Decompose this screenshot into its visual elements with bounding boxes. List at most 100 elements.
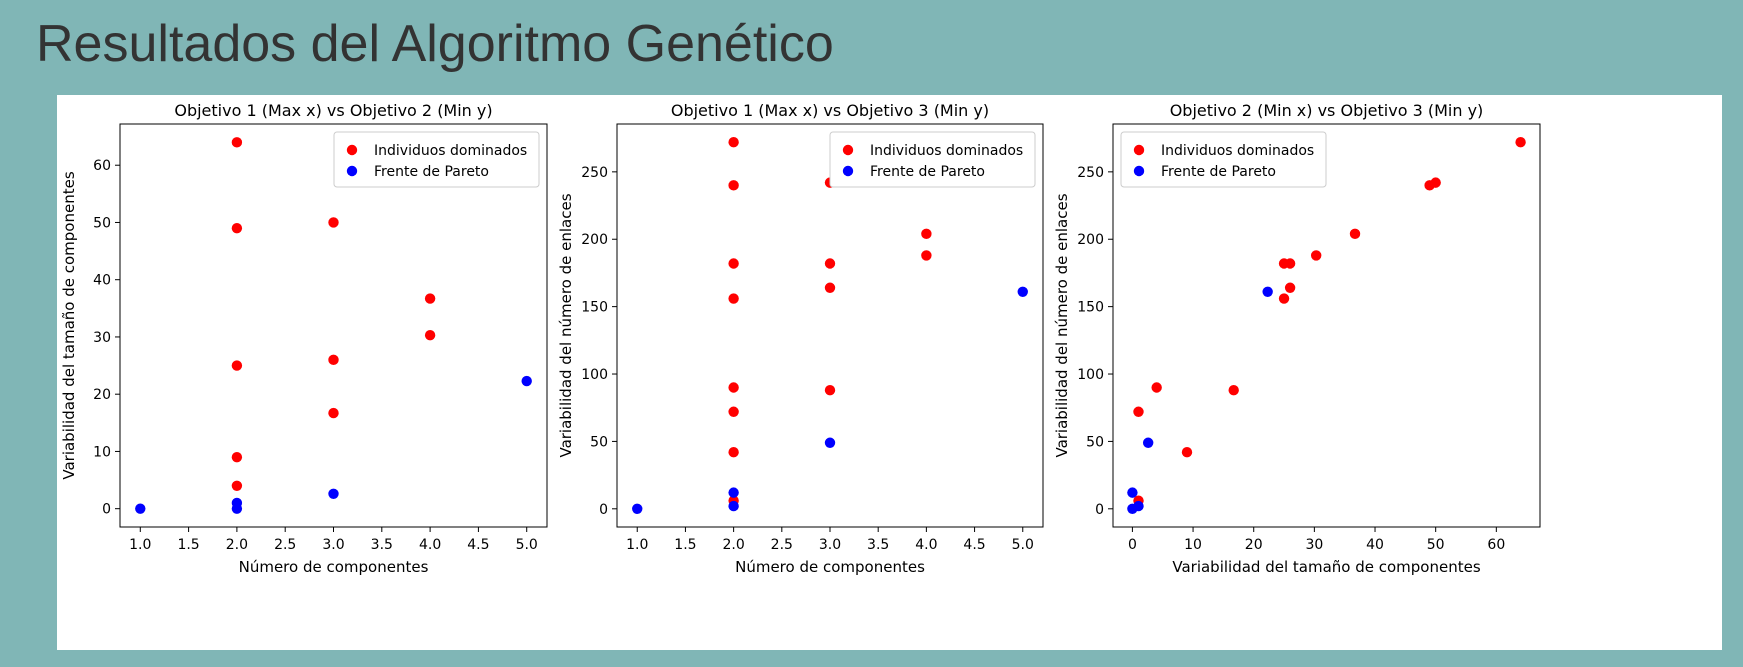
pareto-point	[1133, 500, 1144, 512]
axes-frame	[1112, 123, 1541, 528]
x-tick-label: 60	[1487, 537, 1505, 553]
y-tick-label: 100	[1077, 367, 1104, 383]
y-axis-label: Variabilidad del número de enlaces	[557, 193, 575, 457]
x-tick-label: 3.5	[371, 537, 393, 553]
y-tick-label: 50	[590, 434, 608, 450]
dominated-point	[1284, 258, 1296, 269]
y-tick-label: 50	[93, 215, 111, 231]
x-tick-label: 1.0	[626, 537, 648, 553]
x-axis-label: Número de componentes	[735, 558, 925, 576]
x-tick-label: 2.0	[722, 537, 744, 553]
chart-title: Objetivo 1 (Max x) vs Objetivo 3 (Min y)	[671, 101, 989, 120]
legend: Individuos dominados Frente de Pareto	[829, 131, 1036, 188]
x-tick-label: 2.5	[771, 537, 793, 553]
chart-title: Objetivo 1 (Max x) vs Objetivo 2 (Min y)	[174, 101, 492, 120]
dominated-point	[1430, 177, 1441, 188]
legend-label: Individuos dominados	[374, 143, 527, 159]
y-axis-label: Variabilidad del tamaño de componentes	[60, 171, 78, 479]
x-tick-label: 1.5	[674, 537, 696, 553]
pareto-point	[1262, 286, 1273, 298]
x-tick-label: 1.0	[129, 537, 151, 553]
x-axis-label: Variabilidad del tamaño de componentes	[1172, 558, 1480, 576]
dominated-point	[231, 451, 243, 463]
dominated-point	[1151, 382, 1162, 393]
dominated-point	[231, 137, 243, 148]
pareto-point	[1142, 437, 1154, 448]
dominated-point	[824, 282, 836, 293]
x-tick-label: 4.5	[467, 537, 489, 553]
x-tick-label: 3.0	[819, 537, 841, 553]
dominated-point	[728, 258, 739, 269]
legend-box	[1120, 131, 1327, 188]
x-tick-label: 50	[1427, 537, 1445, 553]
dominated-point	[1133, 406, 1144, 417]
dominated-point	[728, 136, 739, 148]
dominated-point	[1349, 228, 1361, 240]
y-tick-label: 250	[1077, 165, 1104, 181]
x-tick-label: 4.0	[915, 537, 937, 553]
y-tick-label: 200	[1077, 232, 1104, 248]
legend-marker-pareto	[842, 165, 854, 177]
figure: Objetivo 1 (Max x) vs Objetivo 2 (Min y)…	[57, 95, 1722, 650]
dominated-point	[728, 406, 739, 417]
dominated-point	[424, 293, 436, 304]
dominated-point	[728, 293, 739, 304]
legend-marker-pareto	[1133, 165, 1145, 177]
charts-svg: Objetivo 1 (Max x) vs Objetivo 2 (Min y)…	[60, 101, 1541, 576]
legend-marker-pareto	[346, 165, 358, 177]
x-axis-label: Número de componentes	[239, 558, 429, 576]
pareto-point	[824, 437, 836, 448]
legend-marker-dominated	[842, 144, 854, 156]
pareto-point	[521, 375, 532, 387]
pareto-point	[231, 503, 243, 514]
x-tick-label: 1.5	[177, 537, 199, 553]
dominated-point	[1181, 446, 1193, 458]
dominated-point	[1284, 282, 1296, 293]
dominated-point	[328, 354, 339, 366]
dominated-point	[1515, 136, 1526, 148]
y-tick-label: 0	[1095, 502, 1104, 518]
x-tick-label: 4.0	[419, 537, 441, 553]
dominated-point	[328, 217, 339, 228]
x-tick-label: 30	[1305, 537, 1323, 553]
chart-panel-1: Objetivo 1 (Max x) vs Objetivo 2 (Min y)…	[60, 101, 548, 576]
slide-title: Resultados del Algoritmo Genético	[36, 15, 834, 73]
y-tick-label: 50	[1086, 434, 1104, 450]
legend-label: Individuos dominados	[870, 143, 1023, 159]
x-tick-label: 5.0	[516, 537, 538, 553]
dominated-point	[824, 384, 836, 396]
dominated-point	[231, 480, 243, 491]
chart-panel-2: Objetivo 1 (Max x) vs Objetivo 3 (Min y)…	[557, 101, 1044, 576]
pareto-point	[135, 503, 146, 514]
y-axis-label: Variabilidad del número de enlaces	[1053, 193, 1071, 457]
y-tick-label: 0	[599, 502, 608, 518]
x-tick-label: 40	[1366, 537, 1384, 553]
y-tick-label: 10	[93, 444, 111, 460]
legend-marker-dominated	[346, 144, 358, 156]
legend-box	[829, 131, 1036, 188]
dominated-point	[921, 250, 932, 261]
y-tick-label: 100	[581, 367, 608, 383]
y-tick-label: 30	[93, 330, 111, 346]
chart-panel-3: Objetivo 2 (Min x) vs Objetivo 3 (Min y)…	[1053, 101, 1541, 576]
y-tick-label: 150	[581, 300, 608, 316]
x-tick-label: 3.0	[322, 537, 344, 553]
dominated-point	[921, 228, 932, 240]
x-tick-label: 20	[1245, 537, 1263, 553]
legend: Individuos dominados Frente de Pareto	[333, 131, 540, 188]
y-tick-label: 200	[581, 232, 608, 248]
dominated-point	[1228, 384, 1239, 396]
legend-marker-dominated	[1133, 144, 1145, 156]
dominated-point	[1278, 293, 1290, 304]
dominated-point	[728, 180, 739, 191]
y-tick-label: 250	[581, 165, 608, 181]
y-tick-label: 20	[93, 387, 111, 403]
pareto-point	[1017, 286, 1028, 298]
dominated-point	[231, 222, 243, 234]
pareto-point	[728, 487, 739, 498]
legend-box	[333, 131, 540, 188]
y-tick-label: 0	[102, 502, 111, 518]
y-tick-label: 150	[1077, 300, 1104, 316]
pareto-point	[328, 488, 339, 499]
pareto-point	[632, 503, 643, 515]
